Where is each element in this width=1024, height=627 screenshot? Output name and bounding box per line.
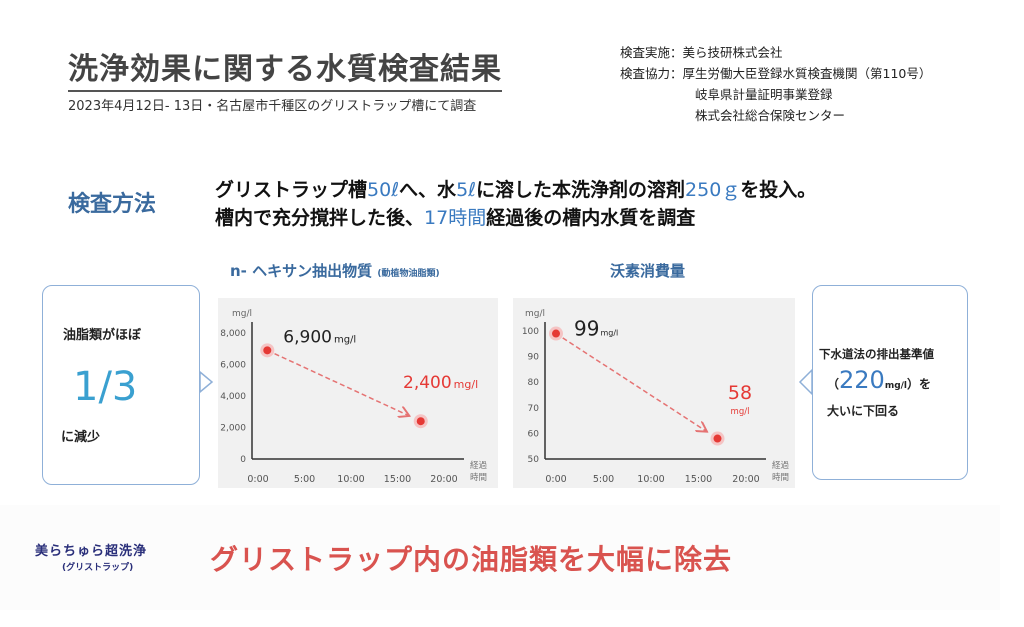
data-unit: mg/l [731, 407, 750, 417]
x-axis-label: 経過 [772, 460, 790, 471]
page-title: 洗浄効果に関する水質検査結果 [68, 44, 502, 92]
x-tick-label: 15:00 [384, 474, 411, 485]
y-tick-label: 80 [528, 378, 540, 388]
text: に溶した本洗浄剤の溶剤 [476, 179, 686, 201]
x-tick-label: 20:00 [430, 474, 457, 485]
y-tick-label: 70 [528, 404, 540, 414]
y-tick-label: 90 [528, 353, 540, 363]
subtitle: 2023年4月12日- 13日・名古屋市千種区のグリストラップ槽にて調査 [68, 99, 477, 114]
data-label: 6,900 [283, 327, 332, 347]
highlight: 17時間 [424, 207, 487, 229]
data-point [416, 417, 425, 426]
right-callout: 下水道法の排出基準値 （220mg/l）を 大いに下回る [812, 285, 968, 480]
logo-sub: (グリストラップ) [62, 563, 134, 573]
paren: （ [827, 377, 840, 391]
callout-pointer [798, 368, 813, 396]
x-axis-label: 経過 [470, 460, 488, 471]
text: 経過後の槽内水質を調査 [486, 207, 696, 229]
data-label: 58 [728, 382, 752, 404]
y-tick-label: 60 [528, 429, 540, 439]
trend-arrow [562, 337, 706, 431]
x-tick-label: 0:00 [247, 474, 268, 485]
method-line-2: 槽内で充分撹拌した後、17時間経過後の槽内水質を調査 [215, 203, 695, 230]
y-tick-label: 8,000 [220, 329, 246, 339]
x-tick-label: 5:00 [593, 474, 614, 485]
title-note: (動植物油脂類) [377, 269, 440, 279]
chart-title-hexane: n- ヘキサン抽出物質 (動植物油脂類) [230, 260, 440, 281]
callout-text: 大いに下回る [827, 404, 900, 418]
callout-text: 油脂類がほぼ [63, 328, 142, 343]
data-label: 99 [574, 317, 599, 341]
data-unit: mg/l [600, 329, 618, 338]
data-unit: mg/l [334, 334, 356, 345]
data-unit: mg/l [454, 378, 478, 391]
chart-title-iodine: 沃素消費量 [610, 262, 686, 280]
callout-pointer [199, 370, 214, 394]
title: n- ヘキサン抽出物質 [230, 262, 373, 280]
data-point [552, 329, 560, 338]
info-line: 岐阜県計量証明事業登録 [695, 87, 833, 102]
y-axis-label: mg/l [525, 309, 545, 319]
method-label: 検査方法 [68, 192, 157, 217]
x-tick-label: 10:00 [337, 474, 364, 485]
info-line: 検査協力：厚生労働大臣登録水質検査機関（第110号） [620, 66, 932, 81]
text: グリストラップ槽 [215, 179, 368, 201]
method-line-1: グリストラップ槽50ℓへ、水5ℓに溶した本洗浄剤の溶剤250ｇを投入。 [215, 175, 816, 202]
y-tick-label: 100 [522, 327, 539, 337]
x-tick-label: 0:00 [545, 474, 566, 485]
callout-text: に減少 [61, 430, 101, 445]
y-tick-label: 50 [528, 455, 540, 465]
x-tick-label: 10:00 [637, 474, 664, 485]
highlight: 50ℓ [367, 179, 400, 201]
y-axis-label: mg/l [232, 309, 252, 319]
data-point [713, 434, 722, 443]
logo: 美らちゅら超洗浄 [35, 544, 148, 559]
left-callout: 油脂類がほぼ 1/3 に減少 [42, 285, 200, 485]
x-axis-label: 時間 [470, 473, 487, 483]
highlight: 250ｇ [685, 179, 741, 201]
unit: mg/l [884, 381, 908, 391]
x-tick-label: 5:00 [294, 474, 315, 485]
y-tick-label: 0 [240, 455, 246, 465]
x-tick-label: 15:00 [685, 474, 712, 485]
info-line: 株式会社総合保険センター [695, 108, 846, 123]
text: 槽内で充分撹拌した後、 [215, 207, 425, 229]
value: 220 [839, 366, 885, 394]
callout-big: 1/3 [73, 364, 138, 410]
trend-arrow [274, 352, 408, 416]
paren: ）を [907, 377, 932, 391]
text: を投入。 [740, 179, 817, 201]
y-tick-label: 2,000 [220, 424, 246, 434]
data-label: 2,400 [403, 373, 452, 393]
y-tick-label: 4,000 [220, 392, 246, 402]
y-tick-label: 6,000 [220, 361, 246, 371]
x-axis-label: 時間 [772, 473, 789, 483]
callout-value: （220mg/l）を [827, 366, 931, 394]
tagline: グリストラップ内の油脂類を大幅に除去 [210, 543, 733, 576]
text: へ、水 [399, 179, 457, 201]
callout-text: 下水道法の排出基準値 [819, 347, 934, 361]
data-point [263, 346, 272, 355]
highlight: 5ℓ [456, 179, 476, 201]
footer-band [0, 505, 1000, 610]
info-line: 検査実施：美ら技研株式会社 [620, 45, 783, 60]
x-tick-label: 20:00 [732, 474, 759, 485]
